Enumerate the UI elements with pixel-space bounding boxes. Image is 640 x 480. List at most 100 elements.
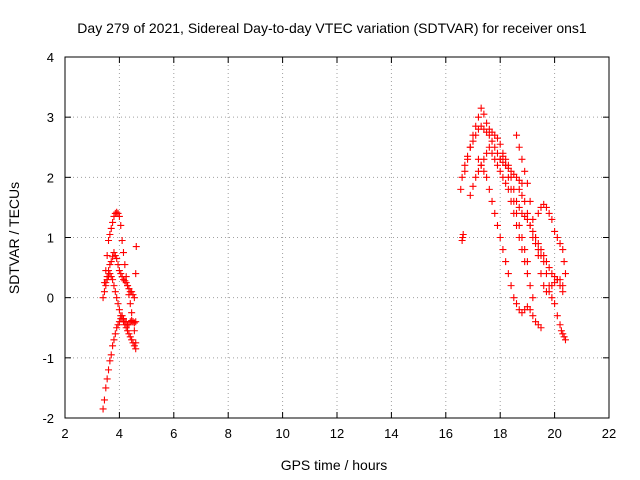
series-early-arc-2 <box>100 243 140 302</box>
data-point <box>542 203 550 211</box>
data-point <box>472 173 480 181</box>
chart-title: Day 279 of 2021, Sidereal Day-to-day VTE… <box>77 20 587 36</box>
data-point <box>469 131 477 139</box>
data-point <box>99 405 107 413</box>
data-point <box>118 315 126 323</box>
data-point <box>559 330 567 338</box>
data-point <box>121 321 129 329</box>
data-point <box>534 209 542 217</box>
data-point <box>102 384 110 392</box>
data-point <box>532 240 540 248</box>
data-point <box>502 155 510 163</box>
data-point <box>559 282 567 290</box>
data-point <box>548 215 556 223</box>
data-point <box>523 270 531 278</box>
data-point <box>510 294 518 302</box>
data-point <box>493 221 501 229</box>
data-point <box>128 309 136 317</box>
data-point <box>119 249 127 257</box>
data-point <box>545 264 553 272</box>
series-late-arc-7 <box>534 200 569 278</box>
data-point <box>105 237 113 245</box>
data-point <box>129 291 137 299</box>
data-point <box>559 288 567 296</box>
data-point <box>529 227 537 235</box>
data-point <box>118 273 126 281</box>
x-tick-label: 4 <box>116 426 123 441</box>
data-point <box>477 161 485 169</box>
data-point <box>529 215 537 223</box>
data-point <box>107 224 115 232</box>
data-point <box>106 270 114 278</box>
data-point <box>464 155 472 163</box>
series-late-arc-4 <box>474 155 545 332</box>
data-point <box>515 143 523 151</box>
data-point <box>518 191 526 199</box>
series-late-arc-8 <box>513 131 567 296</box>
data-point <box>518 155 526 163</box>
data-point <box>499 173 507 181</box>
data-point <box>130 327 138 335</box>
data-points <box>99 104 569 413</box>
data-point <box>113 255 121 263</box>
data-point <box>100 288 108 296</box>
data-point <box>502 179 510 187</box>
data-point <box>488 149 496 157</box>
data-point <box>129 339 137 347</box>
y-tick-label: -1 <box>42 351 54 366</box>
data-point <box>106 261 114 269</box>
data-point <box>526 221 534 229</box>
x-tick-label: 8 <box>225 426 232 441</box>
data-point <box>526 197 534 205</box>
data-point <box>119 318 127 326</box>
data-point <box>114 321 122 329</box>
data-point <box>111 288 119 296</box>
data-point <box>128 336 136 344</box>
data-point <box>553 312 561 320</box>
data-point <box>99 294 107 302</box>
data-point <box>483 173 491 181</box>
data-point <box>122 324 130 332</box>
data-point <box>515 185 523 193</box>
x-tick-label: 18 <box>493 426 507 441</box>
data-point <box>132 243 140 251</box>
data-point <box>466 143 474 151</box>
data-point <box>491 209 499 217</box>
data-point <box>532 234 540 241</box>
data-point <box>103 252 111 260</box>
data-point <box>556 276 564 284</box>
data-point <box>537 324 545 332</box>
data-point <box>121 261 129 269</box>
data-point <box>126 333 134 341</box>
data-point <box>110 249 118 257</box>
x-tick-label: 14 <box>384 426 398 441</box>
data-point <box>557 327 565 335</box>
data-point <box>529 312 537 320</box>
data-point <box>126 300 134 308</box>
data-point <box>540 282 548 290</box>
data-point <box>526 282 534 290</box>
data-point <box>111 330 119 338</box>
data-point <box>496 234 504 241</box>
data-point <box>521 258 529 266</box>
data-point <box>510 209 518 217</box>
data-point <box>483 119 491 127</box>
data-point <box>480 167 488 175</box>
data-point <box>132 318 140 326</box>
data-point <box>118 237 126 245</box>
data-point <box>114 209 122 217</box>
y-tick-label: 2 <box>47 170 54 185</box>
data-point <box>556 240 564 248</box>
data-point <box>485 185 493 193</box>
data-point <box>515 234 523 241</box>
data-point <box>548 294 556 302</box>
data-point <box>523 179 531 187</box>
series-late-arc-6 <box>515 185 569 344</box>
data-point <box>124 327 132 335</box>
data-point <box>130 319 138 327</box>
data-point <box>474 113 482 121</box>
data-point <box>109 276 117 284</box>
x-tick-label: 20 <box>547 426 561 441</box>
data-point <box>105 366 113 374</box>
